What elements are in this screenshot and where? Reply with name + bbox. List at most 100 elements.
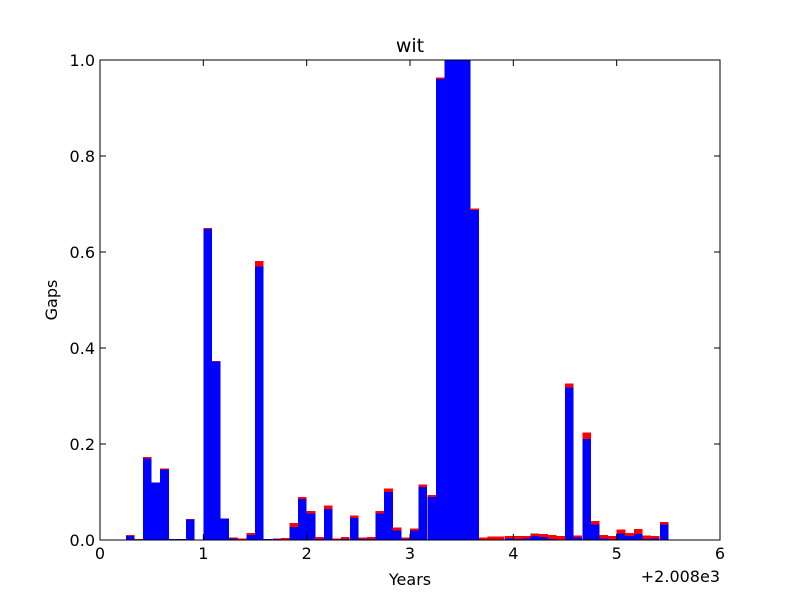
bar-series-0-x40	[470, 209, 479, 540]
bar-series-1-x51	[565, 383, 574, 388]
y-tick-label: 0.4	[70, 339, 95, 358]
bar-series-0-x52	[573, 537, 583, 540]
bar-series-1-x19	[289, 523, 299, 528]
bar-series-0-x31	[392, 530, 402, 540]
bar-series-1-x26	[349, 515, 359, 518]
bar-series-1-x22	[315, 537, 324, 540]
bar-series-0-x30	[384, 492, 393, 540]
bar-series-1-x30	[384, 488, 393, 492]
bar-series-1-x15	[255, 261, 264, 267]
bar-series-1-x61	[651, 536, 660, 539]
bar-series-0-x23	[323, 508, 333, 540]
x-axis-offset-label: +2.008e3	[641, 567, 720, 586]
bar-series-0-x34	[418, 487, 428, 540]
bar-series-1-x32	[401, 537, 411, 540]
bar-series-1-x55	[599, 535, 609, 539]
bar-series-1-x21	[306, 511, 316, 514]
bar-series-1-x35	[427, 494, 436, 497]
x-tick-label: 3	[405, 544, 415, 563]
bar-series-1-x43	[496, 536, 505, 540]
bar-series-0-x58	[625, 536, 634, 540]
bar-series-1-x29	[375, 511, 385, 514]
bar-series-0-x47	[530, 536, 540, 540]
bar-series-0-x12	[229, 538, 238, 540]
bar-series-1-x36	[435, 77, 445, 80]
x-tick-label: 5	[612, 544, 622, 563]
bar-series-1-x52	[573, 535, 583, 538]
bar-series-0-x3	[151, 482, 161, 540]
bar-series-0-x38	[453, 60, 462, 540]
bar-series-1-x46	[521, 536, 531, 539]
y-tick-label: 0.6	[70, 243, 95, 262]
y-tick-label: 0.8	[70, 147, 95, 166]
bar-series-1-x14	[246, 532, 256, 536]
bar-series-1-x60	[642, 535, 652, 540]
chart-title: wit	[396, 35, 424, 57]
x-tick-label: 4	[508, 544, 518, 563]
bar-series-0-x7	[186, 519, 195, 540]
bar-series-1-x57	[616, 529, 626, 534]
y-tick-label: 0.2	[70, 435, 95, 454]
bar-series-1-x0	[125, 535, 135, 537]
bar-series-1-x20	[298, 496, 307, 500]
bar-series-0-x54	[590, 524, 600, 540]
bar-series-0-x19	[289, 527, 299, 540]
x-tick-label: 6	[715, 544, 725, 563]
bar-series-1-x33	[410, 528, 419, 531]
bar-series-1-x48	[539, 534, 548, 538]
y-axis-label: Gaps	[42, 280, 61, 321]
plot-frame	[99, 59, 721, 541]
bar-series-1-x59	[633, 528, 643, 534]
bar-series-0-x57	[616, 533, 626, 540]
bar-series-0-x11	[220, 518, 230, 540]
y-tick-label: 1.0	[70, 51, 95, 70]
bar-series-1-x18	[280, 538, 290, 540]
bar-series-0-x2	[143, 458, 152, 540]
bar-series-1-x28	[366, 537, 376, 540]
x-tick-label: 0	[95, 544, 105, 563]
bar-series-1-x47	[530, 533, 540, 537]
bar-series-1-x54	[590, 520, 600, 525]
bar-series-0-x9	[203, 228, 212, 540]
bar-series-0-x29	[375, 513, 385, 540]
bar-series-0-x39	[461, 60, 471, 540]
bar-series-1-x56	[608, 536, 617, 540]
bar-series-0-x44	[504, 538, 514, 540]
bar-series-0-x53	[582, 439, 591, 540]
bar-series-0-x4	[160, 469, 169, 540]
bar-series-1-x49	[547, 535, 557, 540]
bar-series-0-x48	[539, 537, 548, 540]
bar-series-1-x25	[341, 537, 350, 540]
bar-series-1-x42	[487, 536, 497, 540]
bar-series-1-x58	[625, 532, 634, 537]
bar-series-1-x2	[143, 456, 152, 459]
bar-series-0-x46	[521, 538, 531, 540]
bar-series-1-x23	[323, 505, 333, 509]
bar-series-0-x35	[427, 496, 436, 540]
bar-series-0-x10	[211, 361, 221, 540]
bar-series-0-x62	[659, 524, 669, 540]
bar-series-1-x31	[392, 527, 402, 531]
ticks-layer: 0 1 2 3 4 5 6 0.0 0.2 0.4 0.6 0.8 1.0	[70, 51, 726, 563]
bar-series-1-x13	[237, 538, 247, 540]
bar-series-1-x50	[556, 536, 566, 540]
bar-series-1-x44	[504, 536, 514, 539]
bar-series-1-x4	[160, 468, 169, 470]
y-tick-label: 0.0	[70, 531, 95, 550]
bar-series-1-x24	[332, 538, 342, 540]
bars-layer	[125, 60, 669, 540]
bar-series-1-x34	[418, 484, 428, 488]
bar-series-0-x59	[633, 533, 643, 540]
x-tick-label: 1	[198, 544, 208, 563]
bar-series-0-x36	[435, 79, 445, 540]
bar-series-0-x33	[410, 530, 419, 540]
bar-series-1-x41	[478, 537, 488, 540]
bar-series-0-x37	[444, 60, 454, 540]
bar-series-1-x53	[582, 432, 591, 440]
bar-series-1-x27	[358, 537, 367, 540]
bar-series-0-x55	[599, 538, 609, 540]
bar-series-0-x26	[349, 517, 359, 540]
bar-series-1-x9	[203, 228, 212, 229]
bar-series-1-x62	[659, 521, 669, 525]
